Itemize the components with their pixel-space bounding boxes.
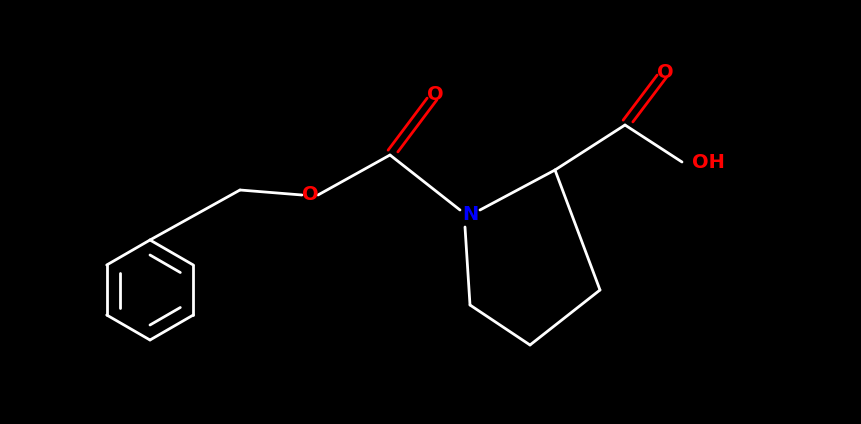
- Text: OH: OH: [691, 153, 723, 171]
- Text: O: O: [656, 62, 672, 81]
- Text: O: O: [426, 86, 443, 104]
- Text: N: N: [461, 206, 478, 224]
- Text: O: O: [301, 186, 318, 204]
